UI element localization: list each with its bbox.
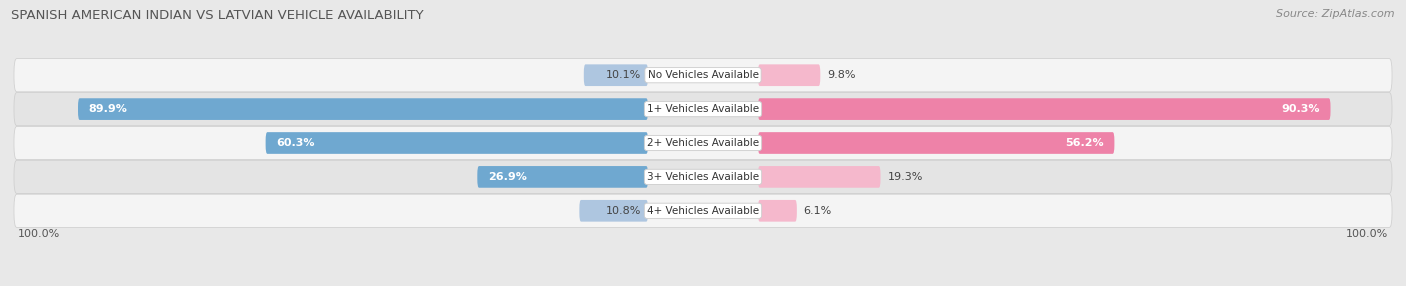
FancyBboxPatch shape (14, 126, 1392, 160)
FancyBboxPatch shape (77, 98, 648, 120)
Text: 2+ Vehicles Available: 2+ Vehicles Available (647, 138, 759, 148)
Text: 1+ Vehicles Available: 1+ Vehicles Available (647, 104, 759, 114)
FancyBboxPatch shape (758, 132, 1115, 154)
FancyBboxPatch shape (758, 98, 1330, 120)
FancyBboxPatch shape (758, 166, 880, 188)
Text: No Vehicles Available: No Vehicles Available (648, 70, 758, 80)
Text: 100.0%: 100.0% (17, 229, 59, 239)
Text: 6.1%: 6.1% (804, 206, 832, 216)
FancyBboxPatch shape (758, 64, 820, 86)
Text: 89.9%: 89.9% (89, 104, 128, 114)
Text: 90.3%: 90.3% (1282, 104, 1320, 114)
FancyBboxPatch shape (579, 200, 648, 222)
Text: 10.8%: 10.8% (606, 206, 641, 216)
Text: SPANISH AMERICAN INDIAN VS LATVIAN VEHICLE AVAILABILITY: SPANISH AMERICAN INDIAN VS LATVIAN VEHIC… (11, 9, 423, 21)
FancyBboxPatch shape (583, 64, 648, 86)
Text: 100.0%: 100.0% (1347, 229, 1389, 239)
FancyBboxPatch shape (14, 194, 1392, 227)
Text: 9.8%: 9.8% (827, 70, 856, 80)
FancyBboxPatch shape (14, 92, 1392, 126)
Text: 56.2%: 56.2% (1066, 138, 1104, 148)
Text: 19.3%: 19.3% (887, 172, 922, 182)
Text: 60.3%: 60.3% (276, 138, 315, 148)
Text: 10.1%: 10.1% (606, 70, 641, 80)
FancyBboxPatch shape (266, 132, 648, 154)
FancyBboxPatch shape (758, 200, 797, 222)
FancyBboxPatch shape (14, 59, 1392, 92)
Text: 3+ Vehicles Available: 3+ Vehicles Available (647, 172, 759, 182)
FancyBboxPatch shape (477, 166, 648, 188)
Text: 26.9%: 26.9% (488, 172, 527, 182)
FancyBboxPatch shape (14, 160, 1392, 194)
Text: 4+ Vehicles Available: 4+ Vehicles Available (647, 206, 759, 216)
Text: Source: ZipAtlas.com: Source: ZipAtlas.com (1277, 9, 1395, 19)
